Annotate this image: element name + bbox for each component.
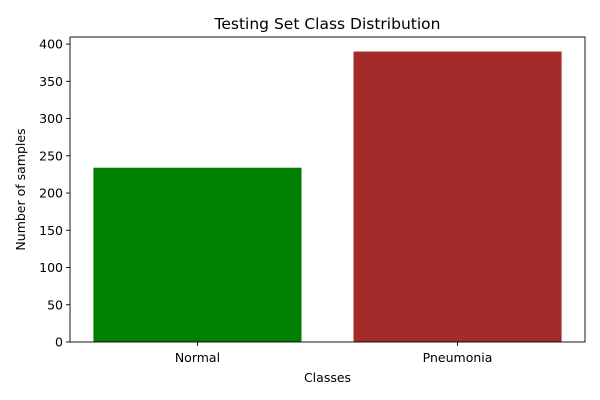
y-tick-label: 350 (39, 74, 63, 89)
bars-group (93, 51, 562, 343)
y-tick-label: 300 (39, 111, 63, 126)
x-tick-label: Normal (175, 350, 220, 365)
y-tick-label: 0 (55, 335, 63, 350)
y-ticks-group: 0 50 100 150 200 250 300 350 400 (39, 37, 70, 350)
bar-normal (93, 167, 302, 342)
x-axis-label: Classes (304, 370, 351, 385)
y-tick-label: 200 (39, 186, 63, 201)
x-ticks-group: Normal Pneumonia (175, 342, 493, 365)
y-tick-label: 50 (47, 297, 63, 312)
plot-frame (69, 36, 586, 343)
x-tick-label: Pneumonia (423, 350, 493, 365)
bar-pneumonia (353, 51, 562, 343)
chart-title: Testing Set Class Distribution (214, 15, 441, 33)
y-tick-label: 150 (39, 223, 63, 238)
y-axis-label: Number of samples (13, 128, 28, 250)
y-tick-label: 400 (39, 37, 63, 52)
y-tick-label: 250 (39, 148, 63, 163)
y-tick-label: 100 (39, 260, 63, 275)
